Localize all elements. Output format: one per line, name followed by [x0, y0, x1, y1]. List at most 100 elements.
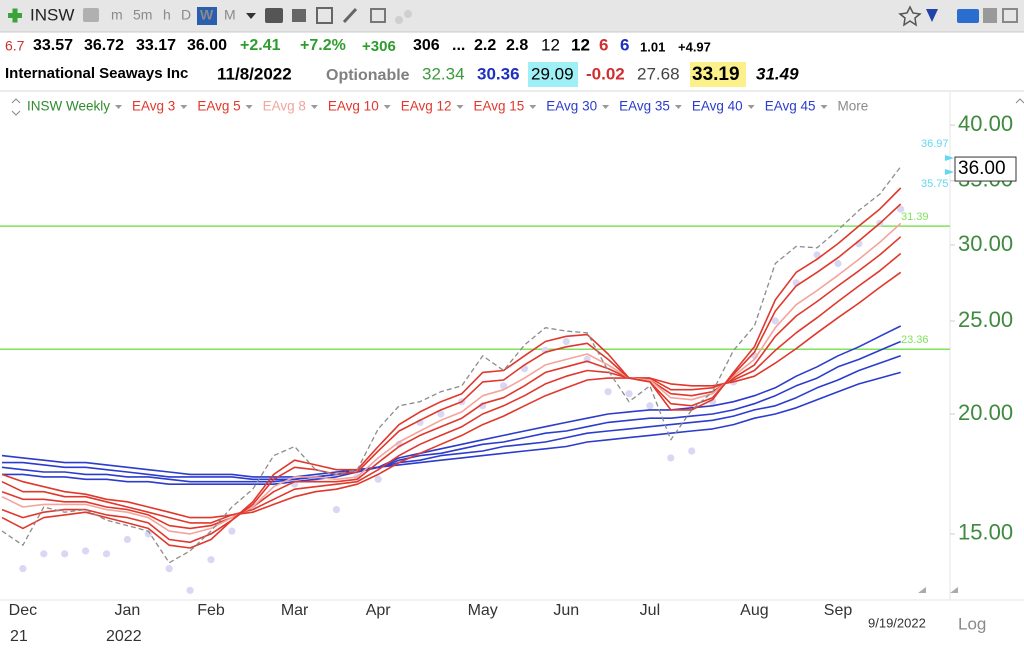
legend-dropdown[interactable] — [245, 105, 253, 109]
dot — [646, 402, 654, 410]
resize-icon[interactable] — [918, 587, 926, 593]
legend-entry[interactable]: EAvg 12 — [401, 99, 452, 114]
quote-field: 32.34 — [422, 64, 465, 83]
legend-more[interactable]: More — [837, 99, 868, 114]
year-label: 2022 — [106, 628, 142, 645]
dots-icon[interactable] — [404, 10, 412, 18]
range-tag-pointer — [945, 154, 954, 161]
cursor-date: 9/19/2022 — [868, 615, 926, 630]
star-icon[interactable] — [898, 5, 922, 27]
legend: INSW Weekly EAvg 3 EAvg 5 EAvg 8 EAvg 10 EAvg… — [11, 98, 868, 116]
quote-field: 2.2 — [474, 37, 496, 54]
legend-entry[interactable]: EAvg 5 — [197, 99, 240, 114]
quote-field: 30.36 — [477, 64, 520, 83]
axes: 15.0020.0025.0030.0035.0040.00DecJanFebM… — [9, 111, 1017, 619]
quote-field: 33.17 — [136, 37, 176, 54]
legend-entry[interactable]: INSW Weekly — [27, 99, 110, 114]
range-tag-pointer — [945, 168, 954, 175]
dot — [123, 535, 131, 544]
dot — [165, 565, 173, 573]
quote-field: 33.57 — [33, 37, 73, 54]
pen-icon[interactable] — [342, 7, 358, 24]
dot — [228, 527, 236, 535]
y-tick-label: 30.00 — [958, 231, 1013, 256]
collapse-icon[interactable] — [1015, 98, 1024, 104]
quote-field: 1.01 — [640, 39, 665, 54]
x-tick-label: Jan — [115, 602, 141, 619]
dot — [834, 259, 842, 268]
dot — [771, 317, 779, 325]
year-label: 21 — [10, 628, 28, 645]
interval-button[interactable]: 5m — [133, 7, 152, 23]
flag-icon[interactable] — [926, 9, 938, 22]
highlight-box — [690, 62, 746, 87]
legend-entry[interactable]: EAvg 45 — [765, 99, 816, 114]
dot — [562, 337, 570, 346]
legend-entry[interactable]: EAvg 8 — [263, 99, 306, 114]
x-tick-label: Jul — [640, 602, 660, 619]
price-line — [1, 166, 902, 564]
link-icon[interactable] — [83, 8, 99, 22]
average-line — [1, 187, 902, 549]
note-icon[interactable] — [370, 8, 386, 23]
y-tick-label: 40.00 — [958, 111, 1013, 136]
legend-dropdown[interactable] — [674, 105, 682, 109]
interval-button[interactable]: D — [181, 7, 191, 23]
legend-dropdown[interactable] — [310, 105, 318, 109]
legend-dropdown[interactable] — [115, 105, 123, 109]
interval-button[interactable]: M — [224, 7, 236, 23]
quote-field: 12 — [541, 35, 560, 54]
company-name: International Seaways Inc — [5, 65, 188, 82]
dropdown-icon[interactable] — [246, 13, 256, 19]
legend-entry[interactable]: EAvg 40 — [692, 99, 743, 114]
resize-icon[interactable] — [950, 587, 958, 593]
dot — [374, 475, 382, 483]
legend-dropdown[interactable] — [602, 105, 610, 109]
legend-dropdown[interactable] — [383, 105, 391, 109]
grid-icon[interactable] — [316, 7, 333, 24]
text-tool-icon[interactable] — [265, 8, 283, 23]
symbol[interactable]: INSW — [30, 5, 74, 24]
interval-button[interactable]: W — [200, 7, 214, 23]
dots-icon[interactable] — [395, 16, 403, 24]
save-icon[interactable] — [983, 8, 997, 23]
legend-dropdown[interactable] — [180, 105, 188, 109]
legend-entry[interactable]: EAvg 30 — [546, 99, 597, 114]
window-icon[interactable] — [1002, 8, 1018, 23]
quote-field: 306 — [413, 37, 440, 54]
scale-toggle[interactable]: Log — [958, 614, 986, 633]
legend-dropdown[interactable] — [820, 105, 828, 109]
quote-field: 6 — [599, 35, 608, 54]
quote-field: -0.02 — [586, 64, 625, 83]
plot: 31.39 23.36 — [0, 166, 950, 594]
interval-button[interactable]: h — [163, 7, 171, 23]
legend-dropdown[interactable] — [529, 105, 537, 109]
legend-entry[interactable]: EAvg 10 — [328, 99, 379, 114]
quote-field: ... — [452, 37, 465, 54]
legend-dropdown[interactable] — [747, 105, 755, 109]
legend-entry[interactable]: EAvg 35 — [619, 99, 670, 114]
interval-active[interactable] — [197, 7, 217, 25]
y-tick-label: 25.00 — [958, 307, 1013, 332]
add-icon[interactable] — [8, 8, 22, 23]
dot — [19, 565, 27, 573]
horizontal-line-label: 31.39 — [901, 211, 929, 223]
dot — [332, 506, 340, 514]
quote-field: Optionable — [326, 67, 410, 84]
dot — [437, 410, 445, 418]
interval-button[interactable]: m — [111, 7, 123, 23]
legend-dropdown[interactable] — [456, 105, 464, 109]
range-tag: 35.75 — [921, 178, 949, 190]
bars-icon[interactable] — [292, 9, 306, 22]
price-tag — [954, 156, 1017, 182]
legend-entry[interactable]: EAvg 15 — [474, 99, 525, 114]
legend-handle — [11, 98, 21, 116]
quote-field: 27.68 — [637, 64, 680, 83]
legend-entry[interactable]: EAvg 3 — [132, 99, 175, 114]
quote-field: 31.49 — [756, 64, 799, 83]
interval-buttons: m 5m h D W M — [111, 7, 236, 25]
s-icon[interactable] — [957, 9, 979, 23]
dot — [688, 447, 696, 455]
average-line — [1, 203, 902, 544]
dot — [186, 586, 194, 594]
